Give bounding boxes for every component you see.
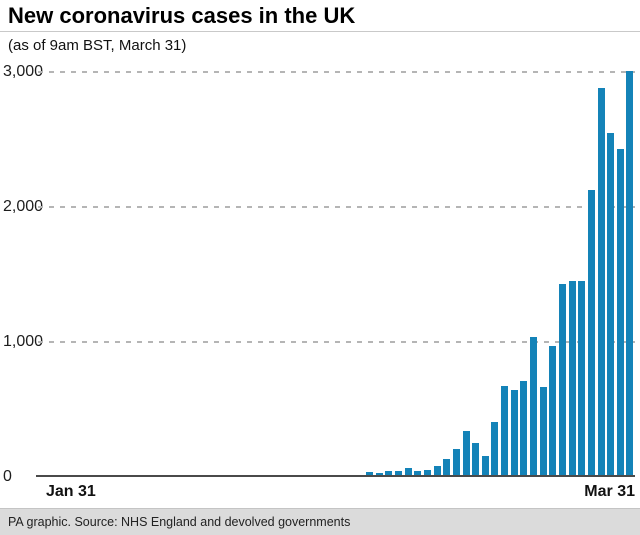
bar-mar-15 bbox=[472, 443, 480, 477]
bar-mar-12 bbox=[443, 458, 451, 477]
bar-mar-18 bbox=[501, 385, 509, 477]
bar-mar-13 bbox=[452, 448, 460, 477]
x-label-end: Mar 31 bbox=[584, 483, 635, 500]
bar-mar-27 bbox=[587, 189, 595, 477]
y-tick-label-3000: 3,000 bbox=[3, 63, 44, 80]
bar-mar-4 bbox=[366, 472, 374, 477]
bar-mar-30 bbox=[616, 148, 624, 477]
chart-title: New coronavirus cases in the UK bbox=[8, 3, 356, 28]
gridline-1000 bbox=[38, 341, 635, 343]
chart-subtitle: (as of 9am BST, March 31) bbox=[8, 37, 187, 54]
y-tick-label-2000: 2,000 bbox=[3, 198, 44, 215]
bar-mar-24 bbox=[558, 284, 566, 477]
source-text: PA graphic. Source: NHS England and devo… bbox=[8, 515, 351, 529]
x-axis-labels: Jan 31 Mar 31 bbox=[46, 483, 635, 501]
bar-mar-9 bbox=[414, 470, 422, 477]
bar-mar-7 bbox=[395, 471, 403, 477]
bar-mar-28 bbox=[597, 87, 605, 477]
bars-container bbox=[48, 70, 634, 477]
bar-mar-19 bbox=[510, 390, 518, 477]
plot-area bbox=[36, 70, 635, 477]
x-axis-line bbox=[36, 475, 635, 477]
title-divider bbox=[0, 31, 640, 32]
bar-mar-14 bbox=[462, 430, 470, 477]
bar-mar-8 bbox=[404, 467, 412, 477]
bar-mar-5 bbox=[375, 472, 383, 477]
x-label-start: Jan 31 bbox=[46, 483, 96, 500]
bar-mar-26 bbox=[578, 280, 586, 477]
bar-mar-23 bbox=[549, 346, 557, 477]
bar-mar-11 bbox=[433, 465, 441, 477]
bar-mar-22 bbox=[539, 387, 547, 477]
bar-mar-31 bbox=[626, 70, 634, 477]
gridline-2000 bbox=[38, 206, 635, 208]
source-footer: PA graphic. Source: NHS England and devo… bbox=[0, 508, 640, 535]
bar-mar-6 bbox=[385, 470, 393, 477]
bar-mar-16 bbox=[481, 456, 489, 477]
bar-mar-25 bbox=[568, 280, 576, 477]
bar-mar-29 bbox=[607, 133, 615, 477]
bar-mar-21 bbox=[530, 337, 538, 477]
y-tick-label-1000: 1,000 bbox=[3, 333, 44, 350]
bar-mar-20 bbox=[520, 380, 528, 477]
gridline-3000 bbox=[38, 71, 635, 73]
bar-mar-17 bbox=[491, 422, 499, 477]
y-tick-label-0: 0 bbox=[3, 468, 12, 485]
bar-mar-10 bbox=[423, 469, 431, 477]
